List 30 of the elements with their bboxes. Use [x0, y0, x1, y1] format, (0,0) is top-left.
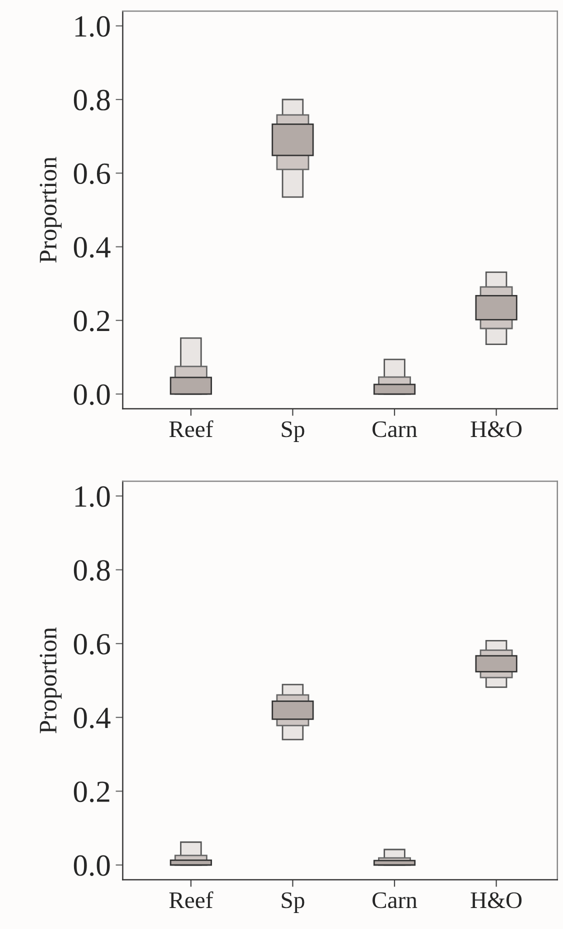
y-tick-label: 0.6: [74, 163, 110, 184]
y-tick-label: 0.0: [74, 855, 110, 876]
y-axis-title: Proportion: [40, 627, 62, 734]
y-tick-label: 0.0: [74, 384, 110, 406]
y-axis-title: Proportion: [40, 156, 62, 263]
x-tick-label: Reef: [169, 420, 214, 438]
x-tick-label: Carn: [372, 421, 418, 438]
x-tick-label: Sp: [282, 421, 304, 442]
y-tick-label: 0.2: [74, 310, 110, 332]
x-tick-label: Carn: [372, 892, 418, 908]
x-tick-label: Reef: [169, 891, 214, 908]
bar: [373, 860, 416, 866]
y-tick-label: 1.0: [75, 486, 110, 508]
bar: [373, 384, 416, 395]
y-tick-label: 0.8: [74, 90, 110, 111]
x-tick-label: Sp: [282, 892, 304, 913]
y-tick-label: 0.8: [74, 560, 110, 581]
bar: [170, 376, 212, 395]
y-tick-label: 0.6: [74, 634, 110, 655]
bar: [475, 655, 518, 672]
y-tick-label: 0.4: [74, 237, 110, 258]
bar: [272, 123, 314, 156]
bar: [170, 860, 212, 866]
x-tick-label: H&O: [470, 421, 522, 438]
y-tick-label: 1.0: [75, 16, 110, 37]
bar: [475, 295, 518, 320]
y-tick-label: 0.2: [74, 781, 110, 802]
x-tick-label: H&O: [470, 892, 522, 908]
y-tick-label: 0.4: [74, 708, 110, 728]
bar: [272, 700, 314, 720]
